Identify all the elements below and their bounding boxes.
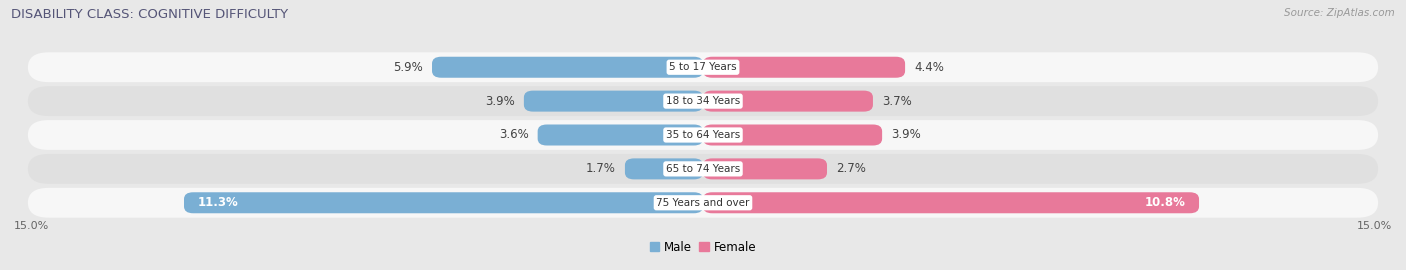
Text: DISABILITY CLASS: COGNITIVE DIFFICULTY: DISABILITY CLASS: COGNITIVE DIFFICULTY xyxy=(11,8,288,21)
Text: 1.7%: 1.7% xyxy=(586,162,616,176)
Text: 15.0%: 15.0% xyxy=(1357,221,1392,231)
Text: 5 to 17 Years: 5 to 17 Years xyxy=(669,62,737,72)
Legend: Male, Female: Male, Female xyxy=(650,241,756,254)
Text: 15.0%: 15.0% xyxy=(14,221,49,231)
Text: 3.9%: 3.9% xyxy=(891,129,921,141)
Text: 75 Years and over: 75 Years and over xyxy=(657,198,749,208)
FancyBboxPatch shape xyxy=(624,158,703,179)
Text: 3.6%: 3.6% xyxy=(499,129,529,141)
Text: 10.8%: 10.8% xyxy=(1144,196,1185,209)
FancyBboxPatch shape xyxy=(28,86,1378,116)
Text: 18 to 34 Years: 18 to 34 Years xyxy=(666,96,740,106)
FancyBboxPatch shape xyxy=(703,91,873,112)
FancyBboxPatch shape xyxy=(28,154,1378,184)
FancyBboxPatch shape xyxy=(703,158,827,179)
Text: 3.7%: 3.7% xyxy=(882,94,912,108)
FancyBboxPatch shape xyxy=(432,57,703,78)
FancyBboxPatch shape xyxy=(703,124,882,146)
FancyBboxPatch shape xyxy=(537,124,703,146)
FancyBboxPatch shape xyxy=(184,192,703,213)
Text: 4.4%: 4.4% xyxy=(914,61,945,74)
FancyBboxPatch shape xyxy=(703,57,905,78)
Text: 3.9%: 3.9% xyxy=(485,94,515,108)
Text: 35 to 64 Years: 35 to 64 Years xyxy=(666,130,740,140)
Text: Source: ZipAtlas.com: Source: ZipAtlas.com xyxy=(1284,8,1395,18)
Text: 65 to 74 Years: 65 to 74 Years xyxy=(666,164,740,174)
Text: 5.9%: 5.9% xyxy=(394,61,423,74)
Text: 2.7%: 2.7% xyxy=(837,162,866,176)
FancyBboxPatch shape xyxy=(524,91,703,112)
FancyBboxPatch shape xyxy=(28,188,1378,218)
Text: 11.3%: 11.3% xyxy=(198,196,239,209)
FancyBboxPatch shape xyxy=(28,52,1378,82)
FancyBboxPatch shape xyxy=(703,192,1199,213)
FancyBboxPatch shape xyxy=(28,120,1378,150)
